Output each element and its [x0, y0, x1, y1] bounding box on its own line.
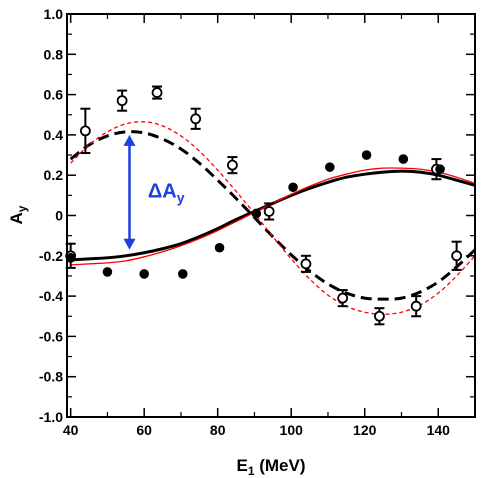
y-tick-label-2: -0.6: [39, 328, 63, 344]
x-tick-label-5: 140: [427, 422, 451, 438]
x-tick-label-2: 80: [210, 422, 226, 438]
delta-ay-annotation: ΔAy: [123, 134, 185, 250]
delta-ay-arrow-head-top: [123, 134, 136, 146]
y-tick-label-5: 0: [55, 208, 63, 224]
x-axis-title-tail: (MeV): [255, 456, 306, 475]
y-axis-title: Ay: [7, 205, 29, 224]
data-point-filled-2: [139, 269, 149, 279]
y-tick-label-9: 0.8: [44, 46, 64, 62]
y-tick-label-10: 1.0: [44, 6, 64, 22]
curve-layer: [69, 121, 475, 315]
point-layer: [65, 85, 463, 326]
data-point-open-12: [451, 250, 463, 262]
data-point-open-10: [410, 300, 422, 312]
y-axis-title-main: A: [7, 212, 26, 224]
x-tick-label-3: 100: [280, 422, 304, 438]
data-point-open-5: [227, 159, 238, 171]
data-point-filled-3: [177, 269, 188, 279]
y-tick-label-3: -0.4: [39, 288, 63, 304]
y-tick-label-6: 0.2: [44, 167, 64, 183]
x-axis-title-main: E: [236, 456, 247, 475]
x-tick-label-0: 40: [63, 422, 79, 438]
x-axis-title-sub: 1: [248, 464, 255, 478]
y-tick-label-4: -0.2: [39, 248, 63, 264]
y-tick-label-0: -1.0: [39, 409, 63, 425]
data-point-open-1: [79, 125, 91, 137]
data-point-filled-8: [361, 150, 372, 160]
axes: 40 60 80 100 120 140 -1.0 -0.8 -0.6 -0.4 -0.2 0 0.2 0…: [39, 6, 475, 438]
delta-ay-label-sub: y: [177, 189, 185, 205]
data-point-open-2: [116, 95, 128, 107]
data-point-filled-1: [102, 267, 113, 277]
data-point-open-6: [263, 206, 275, 217]
data-point-filled-4: [214, 242, 225, 253]
data-point-open-8: [337, 292, 349, 304]
data-point-open-4: [190, 113, 202, 125]
data-point-open-7: [300, 258, 312, 270]
y-axis-title-sub: y: [15, 205, 29, 212]
data-point-filled-7: [325, 162, 335, 172]
x-tick-label-4: 120: [353, 422, 377, 438]
data-point-filled-9: [398, 154, 409, 164]
chart-marks: [65, 85, 475, 326]
y-tick-label-1: -0.8: [39, 369, 63, 385]
data-point-filled-10: [435, 164, 445, 174]
y-tick-label-7: 0.4: [44, 127, 64, 143]
y-tick-label-8: 0.6: [44, 87, 64, 103]
data-point-open-3: [151, 87, 163, 98]
delta-ay-arrow-head-bottom: [123, 238, 136, 250]
series-line-4: [69, 130, 475, 301]
data-point-open-9: [374, 310, 385, 322]
series-line-3: [70, 167, 475, 266]
series-line-5: [70, 121, 475, 315]
delta-ay-label: ΔAy: [148, 180, 185, 205]
x-axis-title: E1 (MeV): [236, 456, 305, 478]
series-line-2: [70, 169, 475, 262]
data-point-filled-6: [288, 182, 298, 193]
data-point-filled-5: [251, 208, 262, 219]
x-tick-label-1: 60: [136, 422, 152, 438]
delta-ay-label-main: ΔA: [148, 180, 177, 202]
